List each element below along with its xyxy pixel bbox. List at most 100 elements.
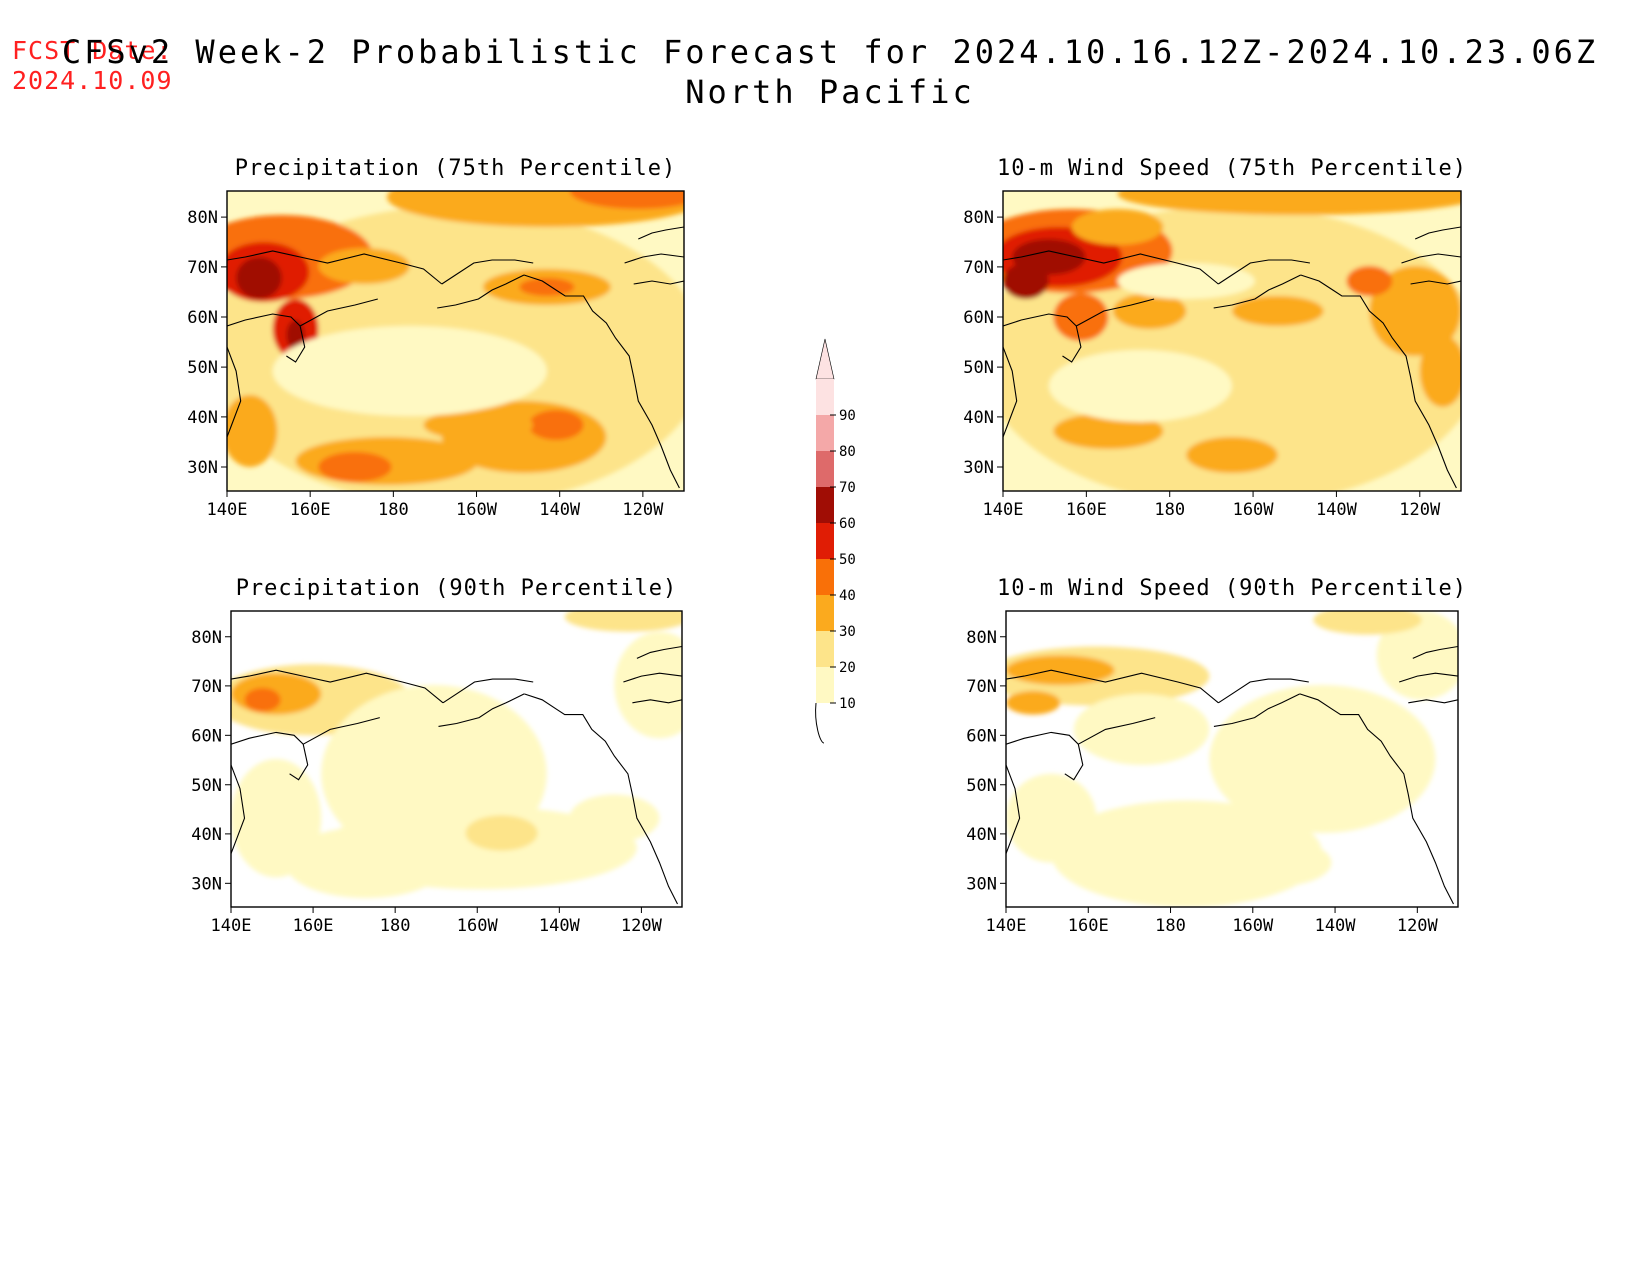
contour-region: [1053, 413, 1164, 449]
figure-title: CFSv2 Week-2 Probabilistic Forecast for …: [0, 32, 1650, 112]
latitude-label: 80N: [191, 628, 222, 648]
contour-region: [285, 827, 448, 899]
longitude-label: 180: [1155, 916, 1186, 936]
map-frame: [1002, 190, 1462, 492]
longitude-label: 160W: [456, 500, 498, 520]
map-frame: [1005, 610, 1459, 908]
latitude-label: 80N: [187, 208, 218, 228]
contour-region: [1186, 437, 1278, 473]
colorbar-swatch: [816, 487, 834, 523]
coastline: [227, 226, 684, 489]
contour-region: [519, 278, 575, 296]
longitude-label: 140E: [211, 916, 252, 936]
contour-region: [564, 611, 682, 632]
contour-region: [1117, 263, 1255, 299]
contour-region: [1346, 266, 1393, 296]
colorbar-label: 30: [839, 624, 856, 640]
latitude-label: 60N: [963, 308, 994, 328]
contour-region: [1369, 266, 1461, 356]
longitude-label: 160E: [293, 916, 334, 936]
latitude-label: 70N: [963, 258, 994, 278]
longitude-label: 140E: [986, 916, 1027, 936]
contour-region: [231, 759, 322, 878]
contour-region: [244, 687, 281, 712]
contour-region: [1006, 690, 1061, 715]
latitude-label: 30N: [191, 874, 222, 894]
longitude-label: 160W: [457, 916, 499, 936]
colorbar-swatch: [816, 595, 834, 631]
forecast-date-value: 2024.10.09: [12, 66, 173, 95]
colorbar-label: 70: [839, 480, 856, 496]
colorbar-label: 80: [839, 444, 856, 460]
latitude-label: 60N: [966, 726, 997, 746]
latitude-label: 70N: [966, 677, 997, 697]
longitude-label: 160E: [1066, 500, 1107, 520]
contour-region: [1117, 191, 1461, 215]
contour-region: [1313, 611, 1422, 635]
contour-region: [318, 452, 392, 482]
colorbar-swatch: [816, 415, 834, 451]
panel-title: Precipitation (90th Percentile): [236, 576, 678, 601]
contour-region: [1112, 293, 1187, 329]
contour-region: [272, 326, 547, 416]
colorbar-arrow: [815, 338, 835, 380]
contour-region: [1006, 773, 1097, 863]
colorbar-swatch: [816, 451, 834, 487]
contour-region: [318, 248, 410, 284]
forecast-date-label: FCST Date:: [12, 36, 173, 65]
longitude-label: 140W: [539, 916, 581, 936]
map-panel-wind-75: 10-m Wind Speed (75th Percentile) 80N 70N 6…: [963, 156, 1466, 520]
latitude-label: 80N: [966, 628, 997, 648]
map-panels: Precipitation (75th Percentile) 80N 70N 60N…: [187, 156, 1466, 936]
longitude-label: 120W: [622, 500, 664, 520]
coastline: [1003, 226, 1461, 489]
latitude-label: 40N: [191, 825, 222, 845]
probability-field: [1003, 191, 1461, 491]
longitude-label: 120W: [1399, 500, 1441, 520]
colorbar-swatch: [816, 379, 834, 415]
contour-region: [614, 631, 682, 739]
contour-region: [423, 410, 534, 440]
map-panel-precip-75: Precipitation (75th Percentile) 80N 70N 60N…: [187, 156, 685, 520]
colorbar-swatch: [816, 667, 834, 703]
longitude-label: 140W: [1316, 500, 1358, 520]
coastline: [1006, 645, 1458, 905]
latitude-label: 50N: [191, 776, 222, 796]
latitude-label: 50N: [963, 358, 994, 378]
contour-region: [1073, 693, 1210, 765]
panel-title: Precipitation (75th Percentile): [235, 156, 677, 181]
contour-region: [1209, 685, 1436, 833]
contour-region: [1048, 350, 1232, 422]
latitude-label: 40N: [187, 408, 218, 428]
longitude-label: 180: [1154, 500, 1185, 520]
longitude-label: 160E: [290, 500, 331, 520]
colorbar-label: 20: [839, 660, 856, 676]
contour-region: [569, 794, 660, 842]
longitude-label: 160W: [1232, 916, 1274, 936]
contour-region: [227, 395, 278, 467]
longitude-label: 140E: [983, 500, 1024, 520]
latitude-label: 60N: [187, 308, 218, 328]
longitude-label: 180: [378, 500, 409, 520]
latitude-label: 40N: [966, 825, 997, 845]
colorbar-label: 90: [839, 408, 856, 424]
longitude-label: 140W: [1315, 916, 1357, 936]
figure-title-text: CFSv2 Week-2 Probabilistic Forecast for …: [61, 33, 1599, 71]
longitude-label: 120W: [621, 916, 663, 936]
map-panel-wind-90: 10-m Wind Speed (90th Percentile) 80N 70N 6…: [966, 576, 1466, 936]
probability-field: [227, 191, 684, 491]
contour-region: [465, 815, 538, 851]
map-frame: [230, 610, 683, 908]
longitude-label: 140W: [539, 500, 581, 520]
latitude-label: 60N: [191, 726, 222, 746]
longitude-label: 120W: [1397, 916, 1439, 936]
contour-region: [1232, 296, 1324, 326]
map-frame: [226, 190, 685, 492]
contour-region: [1376, 611, 1458, 700]
colorbar-label: 50: [839, 552, 856, 568]
contour-region: [1003, 263, 1049, 299]
latitude-label: 80N: [963, 208, 994, 228]
forecast-date-block: FCST Date: 2024.10.09: [12, 36, 173, 96]
longitude-label: 160W: [1233, 500, 1275, 520]
